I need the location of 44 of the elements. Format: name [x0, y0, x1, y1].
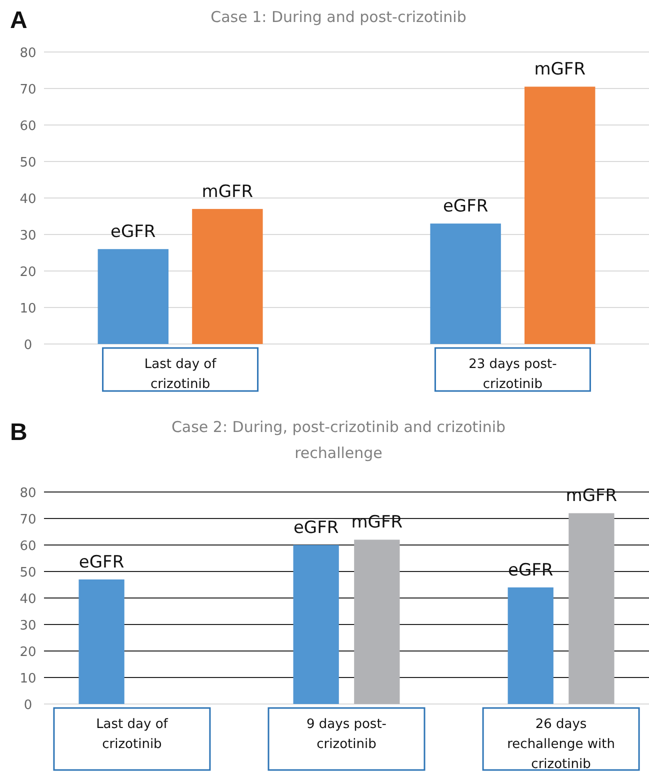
y-tick-label: 80	[20, 46, 36, 61]
y-tick-label: 40	[20, 592, 36, 607]
y-tick-label: 70	[20, 82, 36, 98]
series-label: mGFR	[202, 182, 254, 202]
y-tick-label: 0	[24, 338, 32, 353]
y-tick-label: 20	[20, 645, 36, 660]
text: eGFR	[293, 518, 339, 538]
series-label: mGFR	[351, 512, 403, 533]
bar	[508, 587, 554, 704]
text: mGFR	[566, 486, 618, 506]
x-tick-label: 23 days post-crizotinib	[468, 357, 558, 392]
bar	[98, 249, 169, 344]
x-tick-label: 26 days rechallenge with crizotinib	[507, 717, 615, 772]
y-tick-label: 0	[24, 698, 32, 713]
text: B	[10, 419, 28, 446]
text: mGFR	[534, 60, 586, 80]
y-tick-label: 30	[20, 618, 36, 634]
y-tick-label: 50	[20, 566, 36, 580]
x-tick-label: Last day of crizotinib	[144, 357, 217, 392]
y-tick-label: 50	[20, 156, 36, 170]
text: A	[10, 7, 28, 34]
y-tick-label: 40	[20, 192, 36, 207]
x-tick-label: 9 days post-crizotinib	[306, 717, 387, 752]
series-label: eGFR	[110, 222, 156, 242]
x-tick-label: Last day of crizotinib	[96, 717, 168, 752]
text: eGFR	[442, 196, 488, 217]
bar	[293, 545, 339, 704]
y-tick-label: 60	[20, 119, 36, 134]
bar	[78, 579, 124, 704]
y-tick-label: 80	[20, 486, 36, 501]
y-tick-label: 10	[20, 302, 36, 316]
bar	[524, 86, 596, 344]
chart-title: Case 1: During and post-crizotinib	[210, 8, 466, 26]
y-tick-label: 30	[20, 228, 36, 244]
bar	[192, 208, 263, 344]
bar	[568, 513, 614, 704]
series-label: eGFR	[78, 552, 124, 572]
y-tick-label: 70	[20, 512, 36, 528]
y-tick-label: 60	[20, 539, 36, 554]
bar	[430, 224, 501, 344]
chart-title: Case 2: During, post-crizotinib and crizotinib rechallenge	[171, 418, 506, 462]
y-tick-label: 10	[20, 672, 36, 686]
bar	[354, 540, 400, 704]
y-tick-label: 20	[20, 265, 36, 280]
